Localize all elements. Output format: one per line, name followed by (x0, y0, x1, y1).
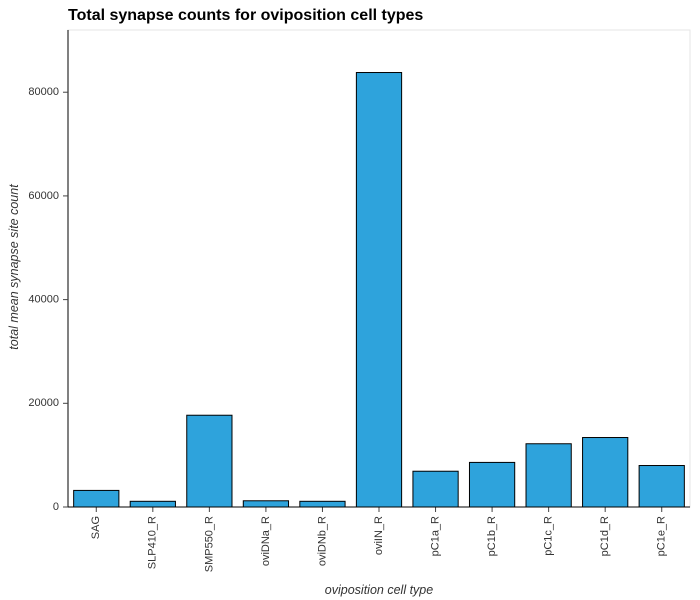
bar-pC1e_R (638, 465, 685, 508)
bar-pC1d_R (582, 437, 629, 508)
x-tick-label: SAG (90, 516, 102, 539)
x-tick-label: SMP550_R (203, 516, 215, 572)
bar-oviDNa_R (242, 500, 290, 508)
x-tick-label: pC1c_R (543, 516, 555, 556)
bar-pC1b_R (468, 461, 516, 508)
x-tick-label: pC1e_R (656, 516, 668, 556)
bar-pC1a_R (412, 470, 459, 508)
bar-oviIN_R (355, 72, 403, 508)
x-tick-label: SLP410_R (147, 516, 159, 569)
x-tick-label: oviDNa_R (260, 516, 272, 566)
x-tick-label: pC1b_R (486, 516, 498, 556)
bar-SLP410_R (129, 500, 176, 508)
bar-SAG (73, 489, 120, 508)
bar-oviDNb_R (299, 500, 346, 508)
y-axis-label: total mean synapse site count (7, 184, 21, 350)
x-tick-label: oviIN_R (373, 516, 385, 555)
x-axis-label: oviposition cell type (324, 583, 434, 597)
bar-pC1c_R (525, 443, 572, 508)
x-tick-label: pC1a_R (429, 516, 441, 556)
bar-SMP550_R (186, 414, 233, 508)
y-tick-label: 40000 (28, 294, 59, 306)
x-tick-label: oviDNb_R (316, 516, 328, 566)
y-tick-label: 20000 (28, 397, 59, 409)
y-tick-label: 0 (53, 501, 59, 513)
y-tick-label: 80000 (28, 86, 59, 98)
chart-title: Total synapse counts for oviposition cel… (68, 7, 424, 24)
y-tick-label: 60000 (28, 190, 59, 202)
x-tick-label: pC1d_R (599, 516, 611, 556)
